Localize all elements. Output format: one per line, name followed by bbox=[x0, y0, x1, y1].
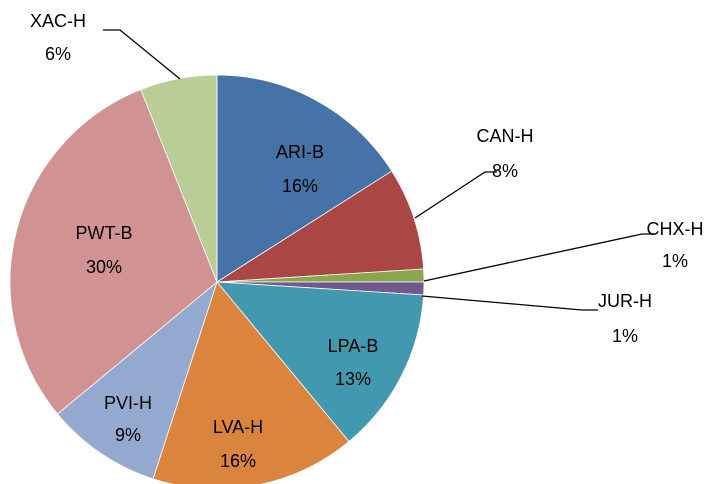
slice-value-label: 9% bbox=[115, 425, 141, 445]
pie-slice bbox=[216, 170, 425, 283]
leader-line bbox=[423, 233, 655, 282]
slice-label: PVI-H bbox=[104, 393, 152, 413]
slice-label: XAC-H bbox=[30, 11, 86, 31]
slice-value-label: 30% bbox=[86, 257, 122, 277]
pie-slice bbox=[140, 74, 218, 283]
slice-value-label: 8% bbox=[492, 161, 518, 181]
slice-label: ARI-B bbox=[276, 142, 324, 162]
leader-line bbox=[414, 171, 497, 219]
slice-label: CHX-H bbox=[647, 219, 704, 239]
slice-value-label: 6% bbox=[45, 44, 71, 64]
slice-value-label: 16% bbox=[220, 451, 256, 471]
slice-value-label: 13% bbox=[335, 369, 371, 389]
slice-label: JUR-H bbox=[598, 291, 652, 311]
slice-label: CAN-H bbox=[477, 126, 534, 146]
leader-line bbox=[421, 295, 598, 311]
slice-label: LVA-H bbox=[213, 417, 263, 437]
slice-value-label: 1% bbox=[662, 251, 688, 271]
pie-slice bbox=[216, 74, 393, 283]
slice-value-label: 1% bbox=[612, 326, 638, 346]
slice-value-label: 16% bbox=[282, 176, 318, 196]
pie-slice bbox=[56, 280, 218, 480]
slice-label: PWT-B bbox=[76, 223, 133, 243]
leader-line bbox=[103, 29, 181, 80]
pie-slice bbox=[9, 89, 218, 415]
pie-slice bbox=[216, 281, 425, 443]
slice-label: LPA-B bbox=[328, 336, 379, 356]
